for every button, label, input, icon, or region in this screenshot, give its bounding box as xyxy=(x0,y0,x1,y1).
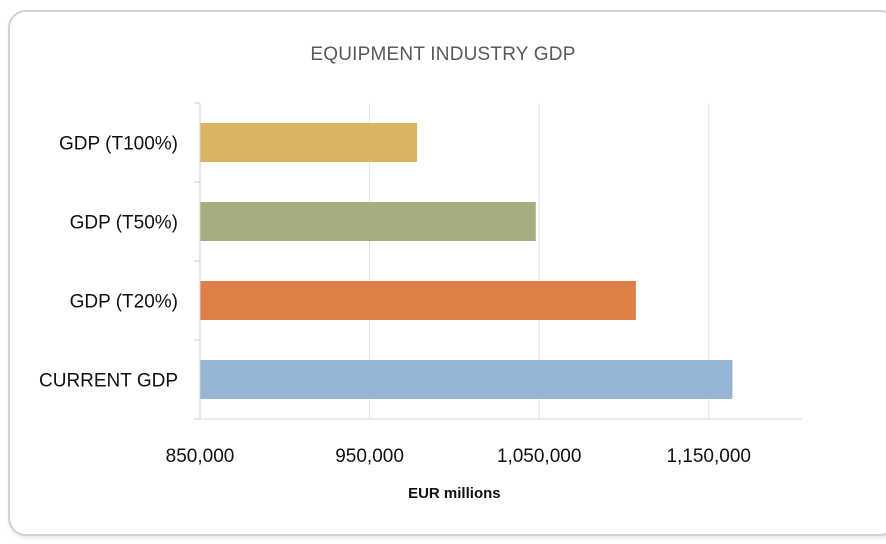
bar xyxy=(200,360,733,399)
x-axis-title: EUR millions xyxy=(408,485,501,502)
x-tick-label: 950,000 xyxy=(335,446,404,467)
category-label: GDP (T50%) xyxy=(70,213,178,234)
chart-title: EQUIPMENT INDUSTRY GDP xyxy=(310,44,576,65)
x-tick-label: 1,150,000 xyxy=(666,446,751,467)
bar xyxy=(200,281,636,320)
chart-card xyxy=(8,10,886,536)
bar xyxy=(200,202,536,241)
category-label: GDP (T100%) xyxy=(59,134,178,155)
x-tick-label: 850,000 xyxy=(166,446,235,467)
category-label: GDP (T20%) xyxy=(70,292,178,313)
category-label: CURRENT GDP xyxy=(39,371,178,392)
bars xyxy=(200,123,733,399)
x-tick-label: 1,050,000 xyxy=(497,446,582,467)
tick-labels: 850,000 950,000 1,050,000 1,150,000 xyxy=(166,446,751,467)
category-labels: GDP (T100%) GDP (T50%) GDP (T20%) CURRENT G… xyxy=(39,134,178,392)
bar xyxy=(200,123,418,162)
axes xyxy=(194,102,802,420)
